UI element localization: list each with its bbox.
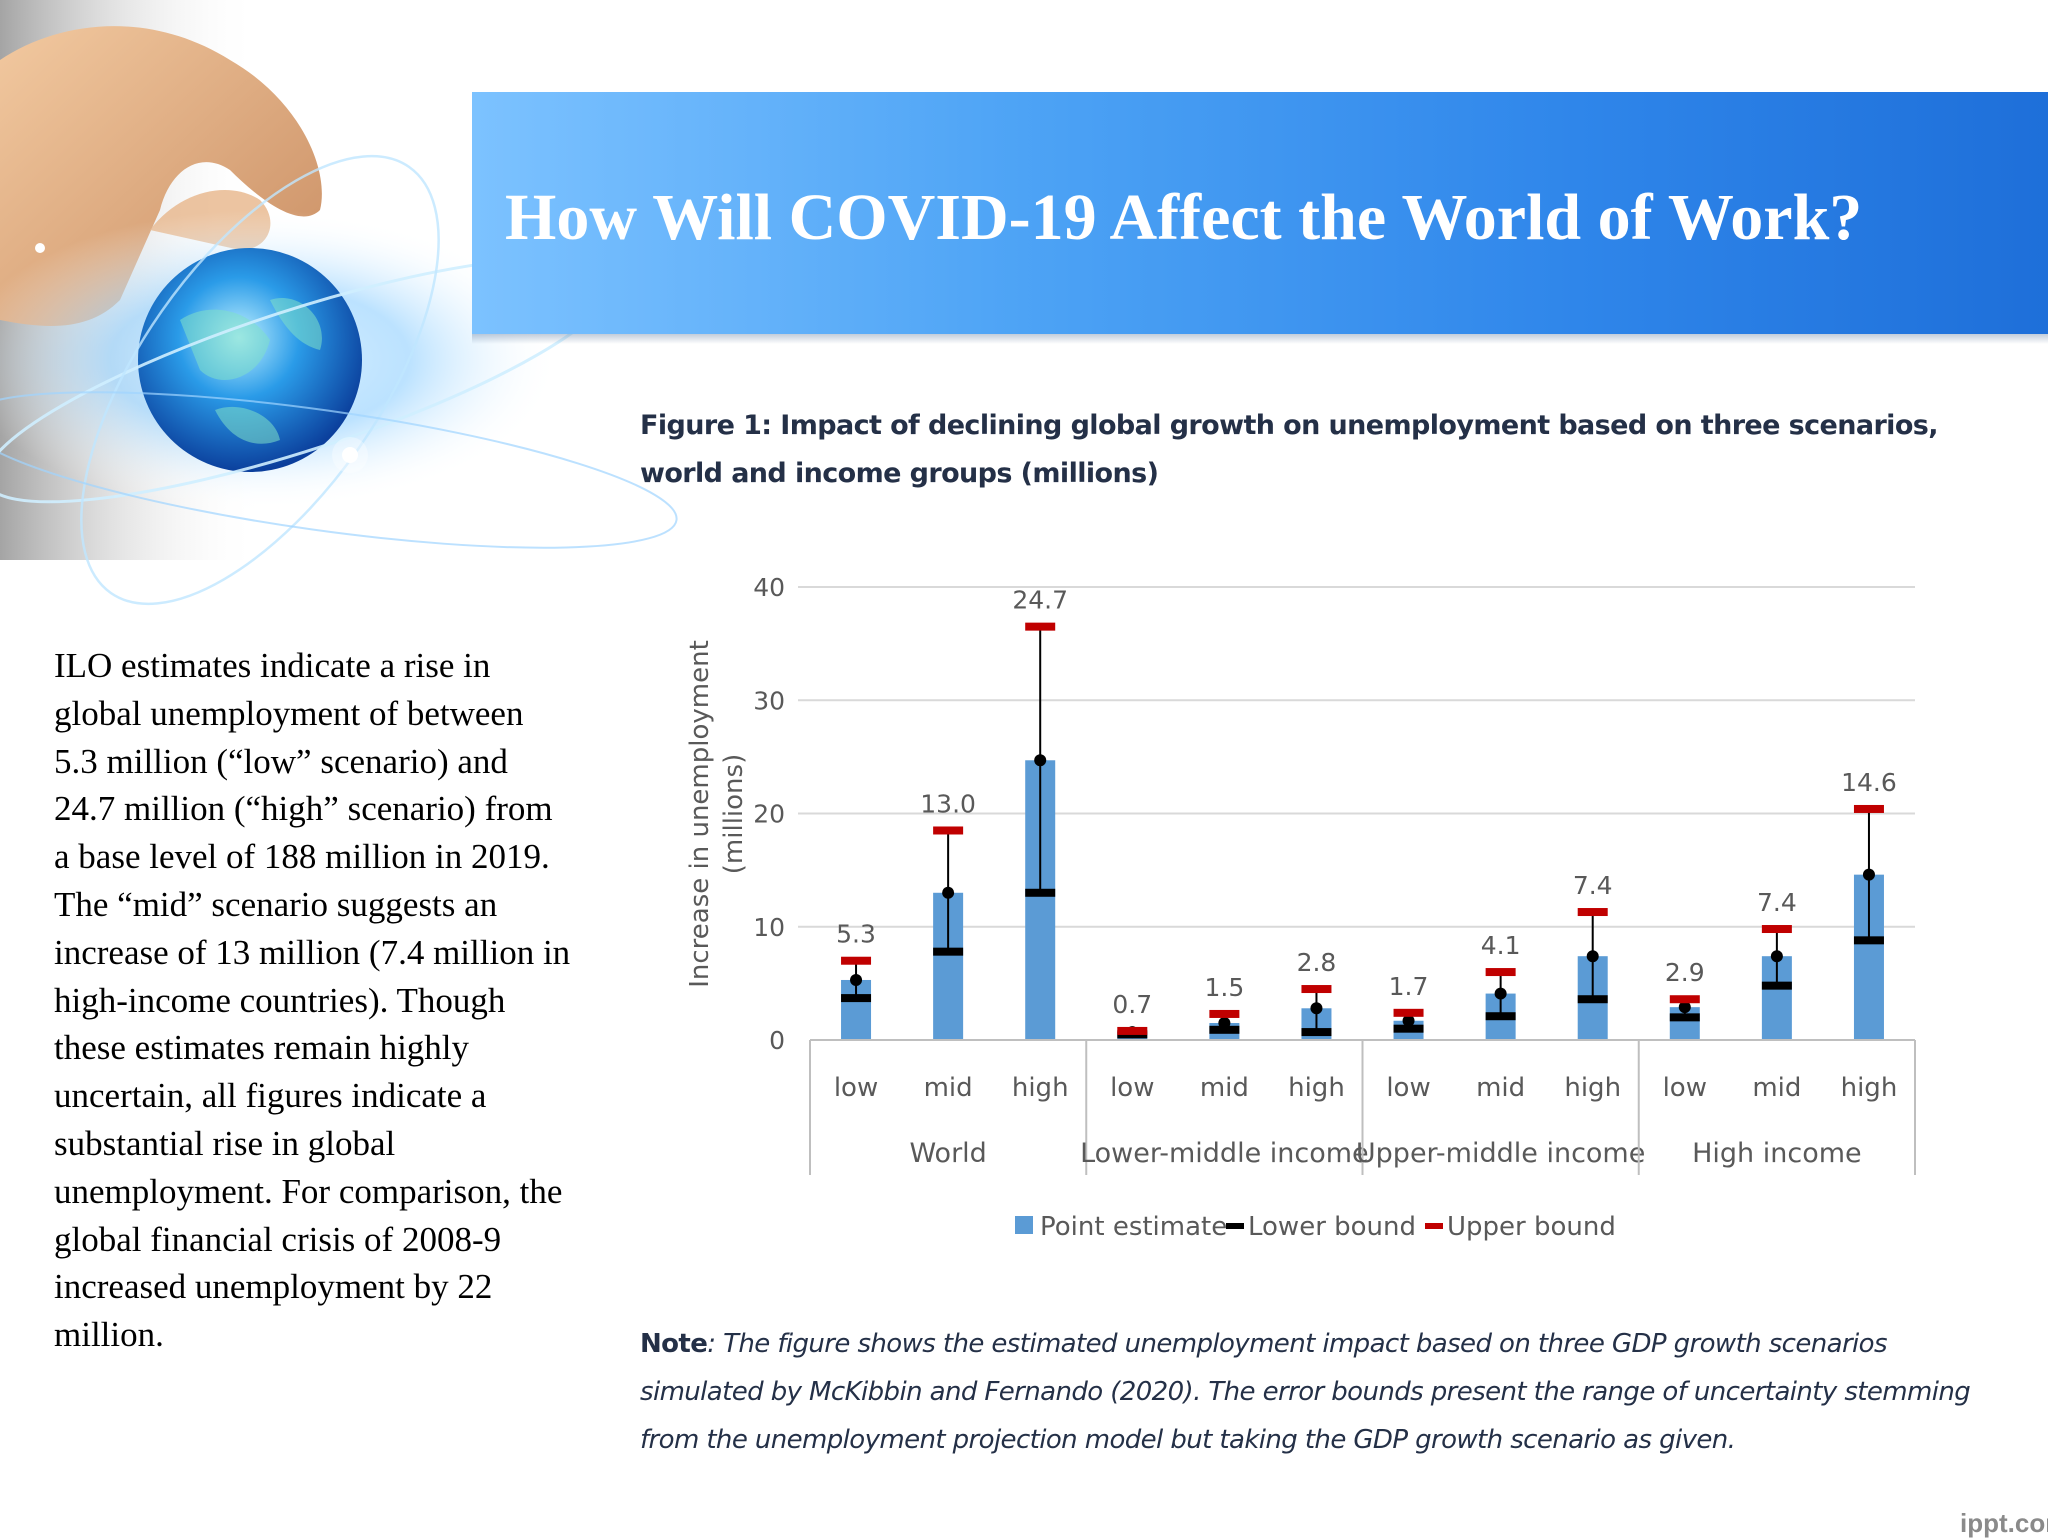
lower-bound-marker: [1761, 981, 1792, 990]
point-marker: [1494, 987, 1507, 1000]
lower-bound-marker: [1209, 1025, 1240, 1034]
upper-bound-marker: [1209, 1009, 1240, 1018]
upper-bound-marker: [1669, 995, 1700, 1004]
upper-bound-marker: [1025, 622, 1056, 631]
point-marker: [1770, 950, 1783, 963]
x-tick-label: mid: [1200, 1073, 1249, 1103]
figure-title: Figure 1: Impact of declining global gro…: [640, 410, 1939, 489]
point-marker: [1678, 1001, 1691, 1014]
x-tick-label: mid: [924, 1073, 973, 1103]
point-marker: [942, 886, 955, 899]
x-tick-label: high: [1564, 1073, 1621, 1103]
slide-title: How Will COVID-19 Affect the World of Wo…: [505, 181, 1863, 254]
group-label: Lower-middle income: [1080, 1138, 1369, 1169]
slide-body-text: ILO estimates indicate a rise in global …: [54, 646, 571, 1355]
point-marker: [1402, 1014, 1415, 1027]
legend-label: Upper bound: [1447, 1212, 1616, 1242]
group-label: High income: [1692, 1138, 1862, 1169]
upper-bound-marker: [933, 826, 964, 835]
group-label: World: [909, 1138, 986, 1169]
upper-bound-marker: [1577, 908, 1608, 917]
legend-label: Point estimate: [1040, 1212, 1227, 1242]
point-marker: [1034, 754, 1047, 767]
data-label: 1.5: [1204, 973, 1244, 1002]
x-tick-label: high: [1012, 1073, 1069, 1103]
y-tick-label: 40: [753, 573, 785, 602]
legend-swatch-lower: [1226, 1223, 1244, 1229]
y-tick-label: 0: [769, 1026, 785, 1055]
point-marker: [850, 973, 863, 986]
lower-bound-marker: [1485, 1012, 1516, 1021]
upper-bound-marker: [1301, 985, 1332, 994]
data-label: 2.8: [1297, 948, 1337, 977]
data-label: 14.6: [1841, 768, 1897, 797]
upper-bound-marker: [1853, 804, 1884, 813]
y-tick-label: 10: [753, 913, 785, 942]
lower-bound-marker: [1853, 936, 1884, 945]
x-tick-label: high: [1841, 1073, 1898, 1103]
legend-swatch-upper: [1425, 1223, 1443, 1229]
group-label: Upper-middle income: [1356, 1138, 1645, 1169]
legend-swatch-point: [1015, 1216, 1033, 1234]
x-tick-label: mid: [1752, 1073, 1801, 1103]
lower-bound-marker: [1393, 1024, 1424, 1033]
data-label: 7.4: [1573, 871, 1613, 900]
upper-bound-marker: [1393, 1008, 1424, 1017]
y-tick-label: 30: [753, 686, 785, 715]
x-tick-label: low: [1663, 1073, 1707, 1103]
data-label: 2.9: [1665, 958, 1705, 987]
upper-bound-marker: [1485, 968, 1516, 977]
data-label: 24.7: [1012, 586, 1068, 615]
upper-bound-marker: [1761, 925, 1792, 934]
lower-bound-marker: [1669, 1013, 1700, 1022]
y-axis-label-unit: (millions): [719, 754, 749, 874]
point-marker: [1310, 1002, 1323, 1015]
lower-bound-marker: [1025, 888, 1056, 897]
data-label: 13.0: [920, 789, 976, 818]
upper-bound-marker: [841, 956, 872, 965]
axis-layer: 0 10 20 30 40 Increase in unemployment (millio…: [685, 573, 1916, 1175]
x-tick-label: low: [834, 1073, 878, 1103]
x-tick-label: high: [1288, 1073, 1345, 1103]
lower-bound-marker: [841, 994, 872, 1003]
data-label: 0.7: [1112, 990, 1152, 1019]
data-label: 7.4: [1757, 888, 1797, 917]
y-axis-label: Increase in unemployment: [685, 640, 715, 988]
x-tick-label: low: [1386, 1073, 1430, 1103]
upper-bound-marker: [1117, 1026, 1148, 1035]
point-marker: [1862, 868, 1875, 881]
lower-bound-marker: [933, 947, 964, 956]
legend-label: Lower bound: [1248, 1212, 1416, 1242]
globe-hand-illustration: [0, 0, 678, 606]
data-label: 4.1: [1481, 931, 1521, 960]
figure-note: Note: The figure shows the estimated une…: [640, 1320, 1980, 1464]
data-label: 5.3: [836, 920, 876, 949]
point-marker: [1586, 950, 1599, 963]
lower-bound-marker: [1577, 995, 1608, 1004]
data-label: 1.7: [1389, 972, 1429, 1001]
note-label: Note: [640, 1329, 708, 1359]
x-tick-label: mid: [1476, 1073, 1525, 1103]
legend-layer: Point estimate Lower bound Upper bound: [1015, 1212, 1616, 1242]
lower-bound-marker: [1301, 1028, 1332, 1037]
watermark: ippt.com: [1960, 1508, 2048, 1538]
title-banner: [472, 92, 2048, 334]
y-tick-label: 20: [753, 800, 785, 829]
grid-layer: [798, 586, 1915, 928]
bar-layer: 5.3 13.0 24.7 0.7 1.5 2.8 1.7 4.1 7.4 2.9 7.4 14.6: [836, 586, 1897, 1040]
note-text: : The figure shows the estimated unemplo…: [640, 1329, 1971, 1455]
x-tick-label: low: [1110, 1073, 1154, 1103]
banner-shadow: [472, 334, 2048, 344]
unemployment-bar-chart: 5.313.024.70.71.52.81.74.17.42.97.414.6 …: [685, 573, 1916, 1242]
